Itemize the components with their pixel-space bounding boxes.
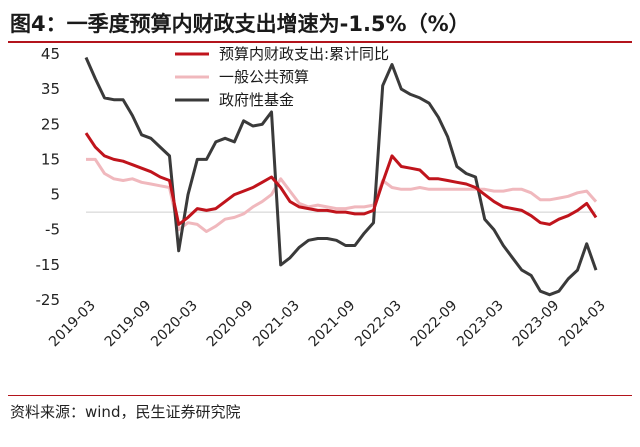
x-tick-label: 2021-03 [250, 298, 303, 351]
y-tick-label: -25 [36, 291, 61, 309]
y-tick-label: 35 [41, 80, 60, 98]
x-tick-label: 2020-09 [204, 298, 257, 351]
source-divider [8, 395, 632, 396]
y-tick-label: 25 [41, 115, 60, 133]
series-layer [84, 56, 598, 297]
y-tick-label: 15 [41, 150, 60, 168]
series-line-gov-fund [84, 56, 598, 297]
x-tick-label: 2019-09 [102, 298, 155, 351]
series-line-general-budget [86, 157, 598, 233]
title-divider [8, 41, 632, 43]
x-tick-label: 2023-09 [510, 298, 563, 351]
series-line-budget-cumulative [84, 132, 598, 226]
x-tick-label: 2022-03 [352, 298, 405, 351]
page-title: 图4：一季度预算内财政支出增速为-1.5%（%） [10, 12, 470, 36]
legend-label: 预算内财政支出:累计同比 [219, 45, 389, 63]
source-note: 资料来源：wind，民生证券研究院 [10, 403, 241, 421]
legend-label: 政府性基金 [219, 91, 294, 109]
x-tick-label: 2024-03 [556, 298, 609, 351]
y-axis: 45 35 25 15 5 -5 -15 -25 [36, 45, 61, 309]
x-tick-label: 2020-03 [148, 298, 201, 351]
y-tick-label: -5 [45, 221, 60, 239]
x-tick-label: 2021-09 [306, 298, 359, 351]
y-tick-label: 45 [41, 45, 60, 63]
title-bar: 图4：一季度预算内财政支出增速为-1.5%（%） [0, 0, 640, 44]
x-tick-label: 2022-09 [408, 298, 461, 351]
y-tick-label: 5 [50, 186, 60, 204]
x-tick-label: 2023-03 [454, 298, 507, 351]
y-tick-label: -15 [36, 256, 61, 274]
legend-label: 一般公共预算 [219, 68, 309, 86]
